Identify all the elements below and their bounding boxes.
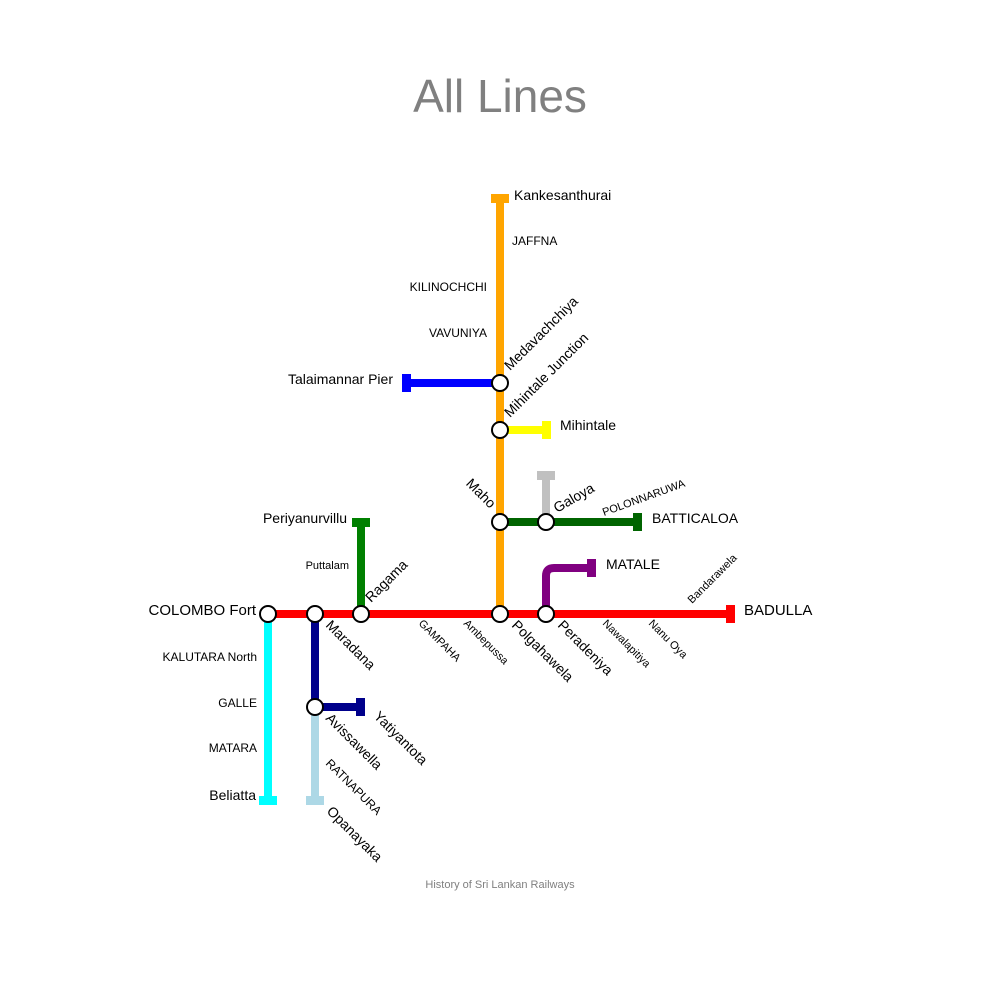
badulla-terminus: [726, 605, 735, 623]
label-kilinochchi: KILINOCHCHI: [410, 280, 487, 294]
label-matale: MATALE: [606, 556, 660, 572]
label-mihintale: Mihintale: [560, 417, 616, 433]
label-ragama: Ragama: [362, 556, 411, 605]
label-bandarawela: Bandarawela: [686, 552, 741, 607]
label-ambepussa: Ambepussa: [461, 618, 511, 668]
matale-line: [542, 564, 592, 614]
station-polgahawela: [491, 605, 509, 623]
label-vavuniya: VAVUNIYA: [429, 326, 487, 340]
periyanurvillu-terminus: [352, 518, 370, 527]
label-matara: MATARA: [209, 741, 257, 755]
talaimannar-terminus: [402, 374, 411, 392]
label-maho: Maho: [463, 475, 499, 511]
interchange-stations: [259, 374, 555, 716]
station-avissawella: [306, 698, 324, 716]
trincomalee-terminus: [537, 471, 555, 480]
kankesanthurai-terminus: [491, 194, 509, 203]
label-colombo-fort: COLOMBO Fort: [148, 602, 256, 619]
label-galle: GALLE: [218, 696, 257, 710]
beliatta-terminus: [259, 796, 277, 805]
label-talaimannar: Talaimannar Pier: [288, 371, 393, 387]
station-galoya: [537, 513, 555, 531]
label-badulla: BADULLA: [744, 602, 812, 619]
opanayaka-terminus: [306, 796, 324, 805]
label-mihintale-junction: Mihintale Junction: [501, 330, 592, 421]
label-nanu-oya: Nanu Oya: [646, 618, 690, 662]
station-colombo-fort: [259, 605, 277, 623]
label-kankesanthurai: Kankesanthurai: [514, 187, 611, 203]
yatiyantota-terminus: [356, 698, 365, 716]
rail-lines: [259, 194, 735, 805]
label-periyanurvillu: Periyanurvillu: [263, 510, 347, 526]
map-footer: History of Sri Lankan Railways: [425, 879, 575, 891]
batticaloa-terminus: [633, 513, 642, 531]
station-maradana: [306, 605, 324, 623]
label-batticaloa: BATTICALOA: [652, 510, 739, 526]
label-maradana: Maradana: [323, 617, 379, 673]
label-beliatta: Beliatta: [209, 787, 256, 803]
mihintale-terminus: [542, 421, 551, 439]
station-medavachchiya: [491, 374, 509, 392]
label-puttalam: Puttalam: [306, 560, 349, 572]
station-peradeniya: [537, 605, 555, 623]
map-title: All Lines: [413, 70, 587, 122]
label-galoya: Galoya: [551, 479, 598, 515]
label-jaffna: JAFFNA: [512, 234, 557, 248]
station-maho: [491, 513, 509, 531]
label-gampaha: GAMPAHA: [416, 618, 463, 665]
label-kalutara: KALUTARA North: [163, 650, 257, 664]
station-ragama: [352, 605, 370, 623]
matale-terminus: [587, 559, 596, 577]
station-mihintale-junction: [491, 421, 509, 439]
